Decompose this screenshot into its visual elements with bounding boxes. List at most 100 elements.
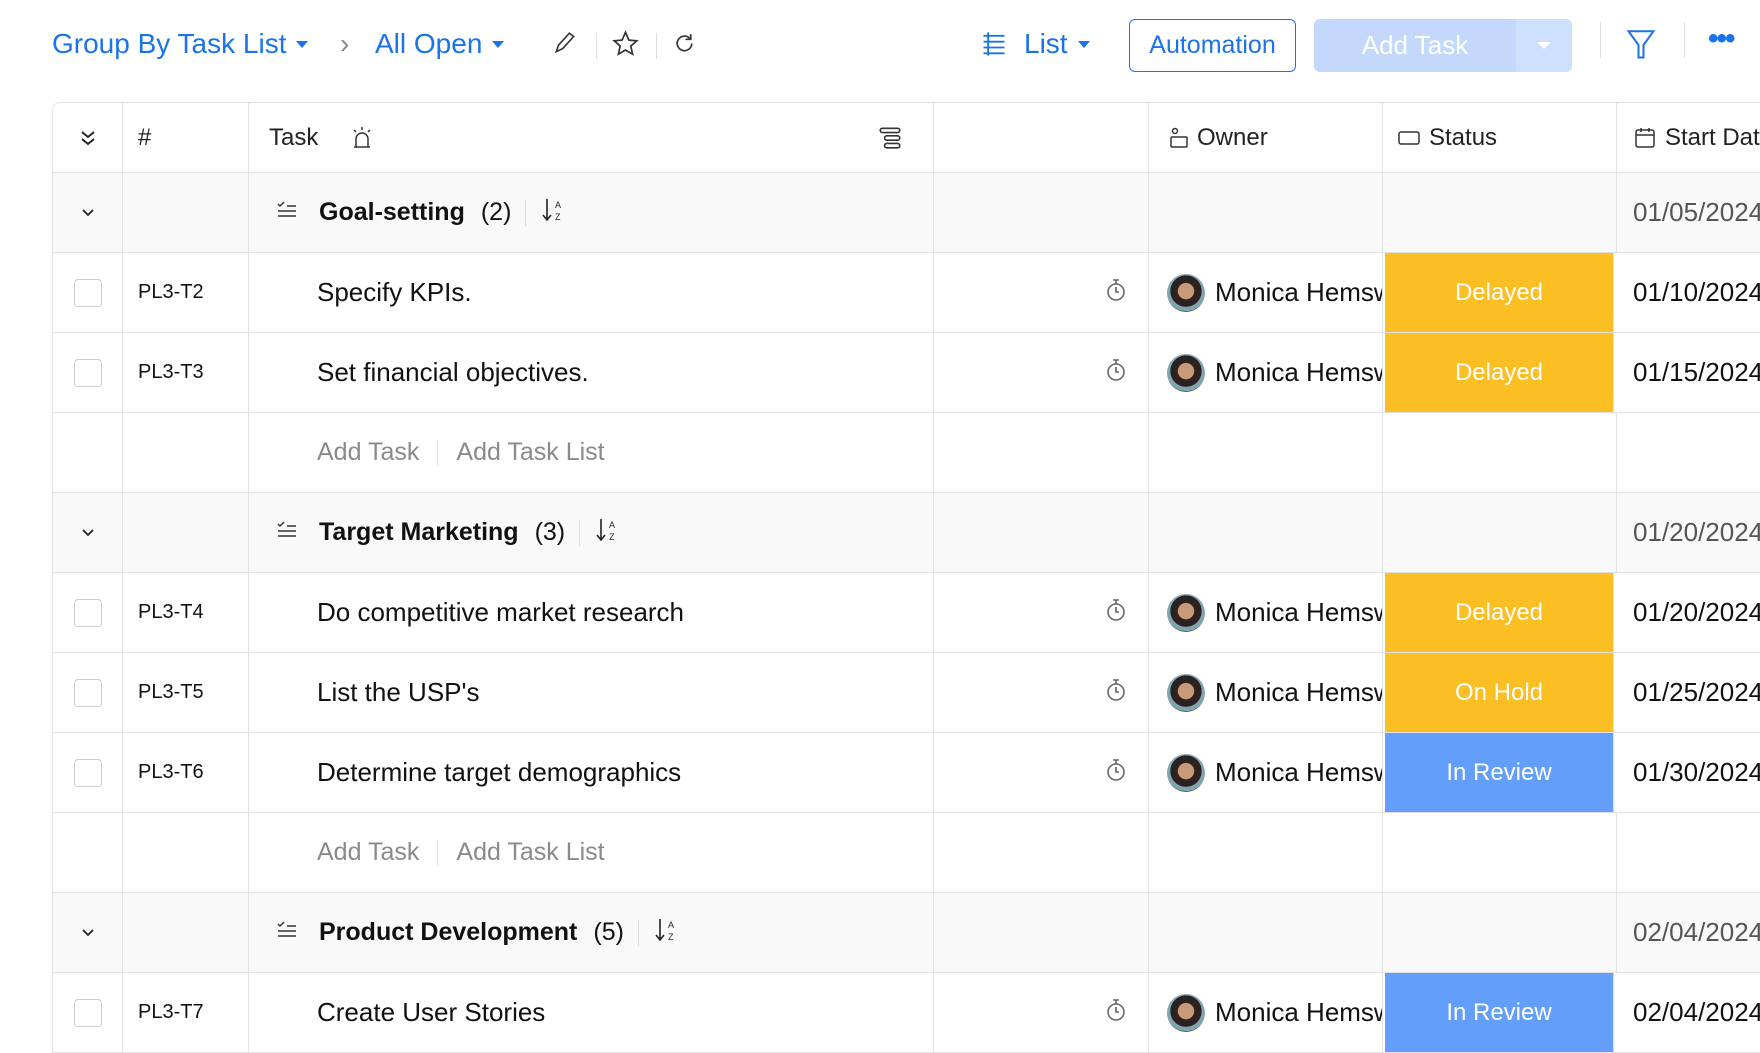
task-owner[interactable]: Monica Hemsworth (1149, 333, 1383, 412)
column-owner[interactable]: Owner (1149, 103, 1383, 172)
task-checkbox[interactable] (73, 678, 102, 707)
task-owner[interactable]: Monica Hemsworth (1149, 653, 1383, 732)
owner-name: Monica Hemsworth (1215, 597, 1382, 627)
task-start-date[interactable]: 01/25/2024 (1633, 677, 1760, 707)
group-by-label: Group By Task List (52, 28, 287, 59)
add-task-list-link[interactable]: Add Task List (456, 838, 605, 866)
task-name[interactable]: Do competitive market research (317, 597, 685, 627)
avatar (1167, 673, 1205, 712)
task-name[interactable]: Set financial objectives. (317, 357, 589, 387)
status-badge[interactable]: In Review (1385, 733, 1614, 812)
owner-name: Monica Hemsworth (1215, 997, 1382, 1027)
list-icon (983, 32, 1005, 56)
column-start-date[interactable]: Start Dat (1617, 103, 1760, 172)
avatar (1167, 753, 1205, 792)
task-row: PL3-T2 Specify KPIs. Monica Hemsworth De… (53, 253, 1760, 333)
timer-icon[interactable] (1104, 597, 1128, 628)
timer-icon[interactable] (1104, 997, 1128, 1028)
task-name[interactable]: Specify KPIs. (317, 277, 472, 307)
task-checkbox[interactable] (73, 358, 102, 387)
column-task[interactable]: Task (249, 103, 934, 172)
owner-name: Monica Hemsworth (1215, 757, 1382, 787)
add-task-dropdown[interactable] (1516, 19, 1572, 72)
task-row: PL3-T5 List the USP's Monica Hemsworth O… (53, 653, 1760, 733)
add-task-list-link[interactable]: Add Task List (456, 438, 605, 466)
svg-text:Z: Z (555, 212, 561, 222)
group-by-dropdown[interactable]: Group By Task List (52, 28, 309, 60)
status-badge[interactable]: Delayed (1385, 573, 1614, 652)
task-owner[interactable]: Monica Hemsworth (1149, 733, 1383, 812)
collapse-group-icon[interactable] (53, 493, 123, 572)
table-header: # Task Owner Status Start Dat (53, 103, 1760, 173)
avatar (1167, 993, 1205, 1032)
task-start-date[interactable]: 01/20/2024 (1633, 597, 1760, 627)
group-name[interactable]: Goal-setting (319, 198, 465, 226)
chevron-right-icon: › (340, 28, 350, 59)
owner-icon (1170, 127, 1188, 148)
group-name[interactable]: Product Development (319, 918, 578, 946)
edit-icon[interactable] (552, 30, 578, 56)
task-owner[interactable]: Monica Hemsworth (1149, 973, 1383, 1052)
task-row: PL3-T3 Set financial objectives. Monica … (53, 333, 1760, 413)
timer-icon[interactable] (1104, 757, 1128, 788)
automation-button[interactable]: Automation (1129, 19, 1296, 72)
task-name[interactable]: List the USP's (317, 677, 480, 707)
timer-icon[interactable] (1104, 677, 1128, 708)
column-status[interactable]: Status (1383, 103, 1617, 172)
column-settings-icon[interactable] (877, 125, 903, 151)
group-start-date: 01/05/2024 (1633, 197, 1760, 227)
more-options-icon[interactable]: ••• (1708, 22, 1735, 55)
task-start-date[interactable]: 02/04/2024 (1633, 997, 1760, 1027)
task-owner[interactable]: Monica Hemsworth (1149, 573, 1383, 652)
avatar (1167, 353, 1205, 392)
task-id: PL3-T2 (123, 253, 249, 332)
task-owner[interactable]: Monica Hemsworth (1149, 253, 1383, 332)
group-count: (5) (593, 918, 624, 946)
timer-icon[interactable] (1104, 357, 1128, 388)
task-list-icon (275, 198, 299, 227)
add-task-link[interactable]: Add Task (317, 838, 420, 866)
task-checkbox[interactable] (73, 598, 102, 627)
caret-down-icon (296, 40, 309, 48)
status-badge[interactable]: On Hold (1385, 653, 1614, 732)
task-start-date[interactable]: 01/10/2024 (1633, 277, 1760, 307)
filter-icon[interactable] (1626, 28, 1656, 62)
svg-text:Z: Z (609, 532, 615, 542)
task-row: PL3-T6 Determine target demographics Mon… (53, 733, 1760, 813)
task-checkbox[interactable] (73, 758, 102, 787)
reminder-alarm-icon[interactable] (350, 125, 374, 151)
view-filter-dropdown[interactable]: All Open (375, 28, 505, 60)
task-start-date[interactable]: 01/15/2024 (1633, 357, 1760, 387)
add-task-button[interactable]: Add Task (1361, 30, 1469, 60)
calendar-icon (1635, 127, 1655, 148)
task-name[interactable]: Determine target demographics (317, 757, 682, 787)
layout-dropdown[interactable]: List (980, 28, 1090, 60)
toolbar: Group By Task List › All Open List Autom… (0, 0, 1760, 100)
task-checkbox[interactable] (73, 278, 102, 307)
view-filter-label: All Open (375, 28, 483, 59)
avatar (1167, 593, 1205, 632)
collapse-group-icon[interactable] (53, 173, 123, 252)
group-name[interactable]: Target Marketing (319, 518, 519, 546)
add-task-link[interactable]: Add Task (317, 438, 420, 466)
star-icon[interactable] (612, 30, 639, 57)
status-badge[interactable]: In Review (1385, 973, 1614, 1052)
timer-icon[interactable] (1104, 277, 1128, 308)
task-name[interactable]: Create User Stories (317, 997, 546, 1027)
group-start-date: 01/20/2024 (1633, 517, 1760, 547)
status-badge[interactable]: Delayed (1385, 253, 1614, 332)
collapse-group-icon[interactable] (53, 893, 123, 972)
task-id: PL3-T6 (123, 733, 249, 812)
task-start-date[interactable]: 01/30/2024 (1633, 757, 1760, 787)
group-start-date: 02/04/2024 (1633, 917, 1760, 947)
status-badge[interactable]: Delayed (1385, 333, 1614, 412)
refresh-icon[interactable] (672, 31, 697, 56)
task-checkbox[interactable] (73, 998, 102, 1027)
collapse-all-icon[interactable] (53, 103, 123, 172)
